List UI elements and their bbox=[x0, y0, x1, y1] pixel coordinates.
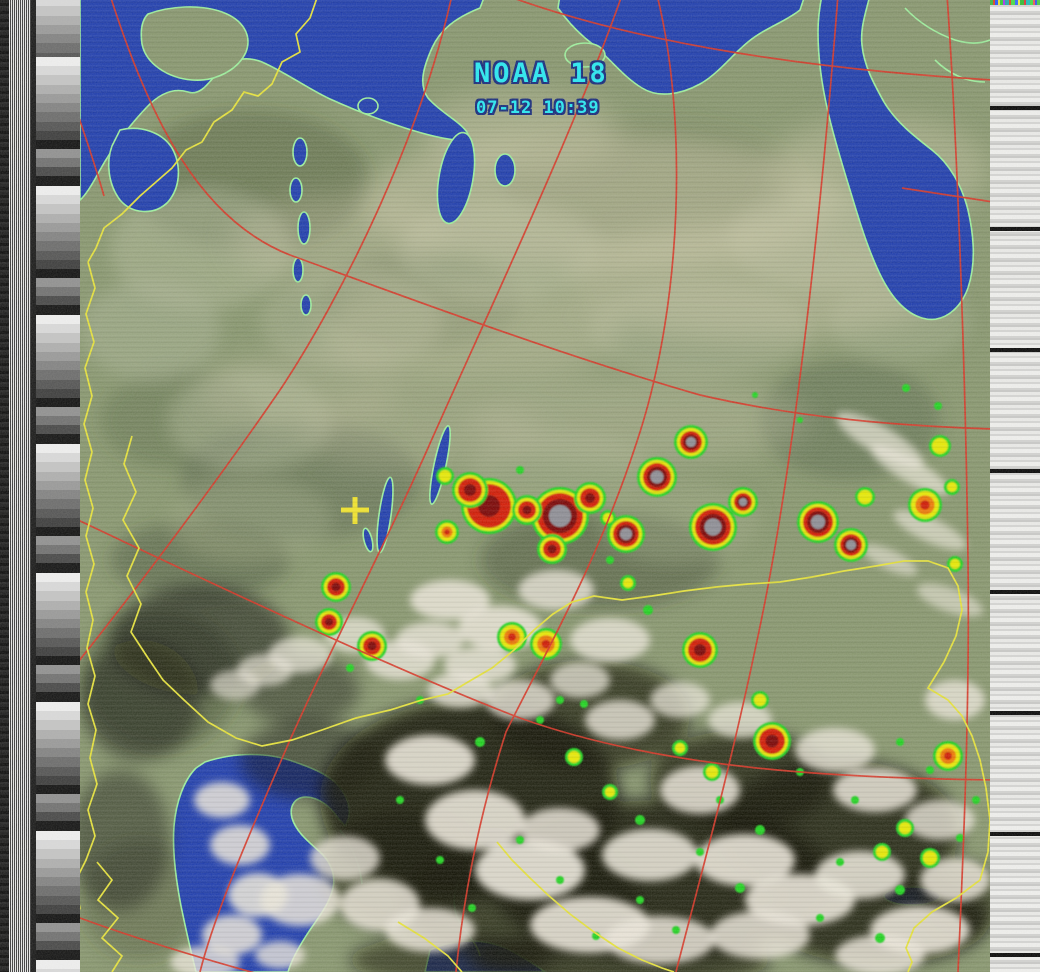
storm-cell bbox=[620, 528, 632, 540]
storm-cell bbox=[549, 505, 571, 527]
storm-cell bbox=[836, 858, 844, 866]
storm-cell bbox=[585, 493, 595, 503]
calibration-wedges bbox=[36, 0, 80, 972]
storm-cell bbox=[735, 883, 745, 893]
lake bbox=[357, 97, 379, 115]
storm-cell bbox=[522, 505, 532, 515]
storm-cell bbox=[468, 904, 476, 912]
storm-cell bbox=[436, 856, 444, 864]
storm-cell bbox=[875, 933, 885, 943]
storm-cell bbox=[755, 825, 765, 835]
storm-cell bbox=[797, 417, 803, 423]
storm-cell bbox=[508, 633, 516, 641]
storm-cell bbox=[858, 490, 872, 504]
storm-cell bbox=[650, 470, 664, 484]
storm-cell bbox=[623, 578, 633, 588]
lake bbox=[292, 257, 304, 283]
storm-cell bbox=[464, 484, 476, 496]
storm-cell bbox=[876, 846, 888, 858]
storm-cell bbox=[765, 734, 779, 748]
sync-stripes bbox=[9, 0, 31, 972]
storm-cell bbox=[331, 582, 341, 592]
storm-cell bbox=[636, 896, 644, 904]
storm-cell bbox=[704, 518, 722, 536]
storm-cell bbox=[547, 544, 557, 554]
storm-cell bbox=[696, 848, 704, 856]
storm-cell bbox=[926, 766, 934, 774]
storm-cell bbox=[934, 402, 942, 410]
storm-cell bbox=[606, 556, 614, 564]
storm-cell bbox=[899, 822, 911, 834]
storm-cell bbox=[686, 437, 696, 447]
storm-cell bbox=[516, 836, 524, 844]
storm-cell bbox=[932, 438, 948, 454]
storm-cell bbox=[706, 766, 718, 778]
lake bbox=[300, 294, 312, 316]
storm-cell bbox=[516, 466, 524, 474]
storm-cell bbox=[895, 885, 905, 895]
noise-colorstrip bbox=[990, 0, 1040, 5]
lake bbox=[292, 137, 308, 167]
storm-cell bbox=[643, 605, 653, 615]
apt-sync-telemetry-bar-left bbox=[0, 0, 80, 972]
storm-cell bbox=[367, 641, 377, 651]
storm-cell bbox=[556, 696, 564, 704]
storm-cell bbox=[923, 851, 937, 865]
lake bbox=[494, 153, 516, 187]
noise-strip bbox=[0, 0, 9, 972]
storm-cell bbox=[739, 498, 747, 506]
storm-cell bbox=[950, 559, 960, 569]
minute-markers bbox=[990, 0, 1040, 972]
storm-cell bbox=[475, 737, 485, 747]
storm-cell bbox=[675, 743, 685, 753]
storm-cell bbox=[920, 500, 930, 510]
storm-cell bbox=[635, 815, 645, 825]
storm-cell bbox=[536, 716, 544, 724]
storm-cell bbox=[580, 700, 588, 708]
storm-cell bbox=[752, 392, 758, 398]
lake bbox=[289, 177, 303, 203]
storm-cell bbox=[754, 694, 766, 706]
storm-cell bbox=[325, 618, 333, 626]
storm-cell bbox=[811, 515, 825, 529]
satellite-name-label: NOAA 18 bbox=[474, 58, 609, 89]
storm-cell bbox=[672, 926, 680, 934]
storm-cell bbox=[972, 796, 980, 804]
apt-telemetry-bar-right bbox=[990, 0, 1040, 972]
storm-cell bbox=[902, 384, 910, 392]
satellite-map bbox=[80, 0, 990, 972]
storm-cell bbox=[846, 540, 856, 550]
storm-cell bbox=[568, 751, 580, 763]
storm-cell bbox=[947, 482, 957, 492]
storm-cell bbox=[896, 738, 904, 746]
storm-cell bbox=[851, 796, 859, 804]
storm-cell bbox=[694, 644, 706, 656]
storm-cell bbox=[346, 664, 354, 672]
lake bbox=[297, 211, 311, 245]
storm-cell bbox=[439, 470, 451, 482]
timestamp-label: 07-12 10:39 bbox=[476, 98, 600, 118]
storm-cell bbox=[444, 529, 450, 535]
storm-cell bbox=[605, 787, 615, 797]
storm-cell bbox=[396, 796, 404, 804]
storm-cell bbox=[556, 876, 564, 884]
storm-cell bbox=[816, 914, 824, 922]
storm-cell bbox=[944, 752, 952, 760]
